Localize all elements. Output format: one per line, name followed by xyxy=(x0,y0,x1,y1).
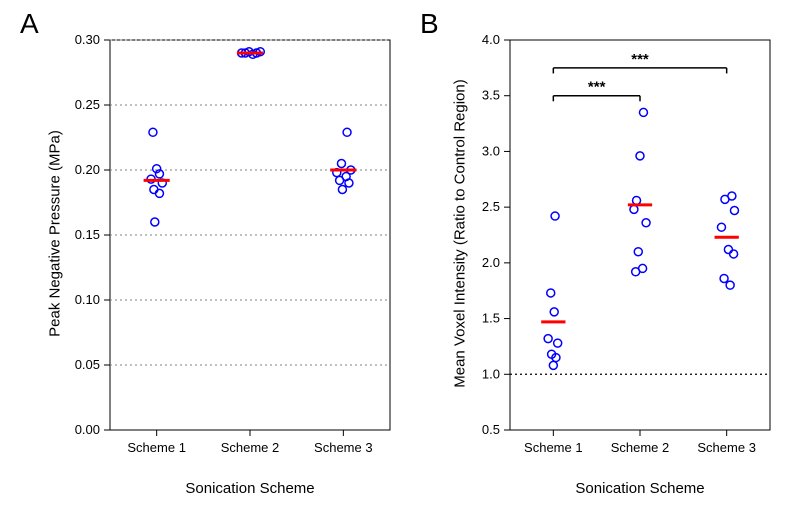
data-point xyxy=(549,361,557,369)
sig-label: *** xyxy=(631,51,649,68)
data-point xyxy=(554,339,562,347)
ytick-label: 1.5 xyxy=(482,311,500,326)
data-point xyxy=(550,308,558,316)
data-point xyxy=(551,212,559,220)
data-point xyxy=(717,223,725,231)
data-point xyxy=(343,128,351,136)
data-point xyxy=(634,248,642,256)
data-point xyxy=(155,189,163,197)
xtick-label: Scheme 2 xyxy=(611,440,670,455)
ytick-label: 0.5 xyxy=(482,422,500,437)
data-point xyxy=(547,289,555,297)
ytick-label: 4.0 xyxy=(482,32,500,47)
ytick-label: 0.15 xyxy=(75,227,100,242)
data-point xyxy=(730,250,738,258)
ytick-label: 3.0 xyxy=(482,143,500,158)
data-point xyxy=(721,195,729,203)
xtick-label: Scheme 1 xyxy=(127,440,186,455)
data-point xyxy=(338,186,346,194)
data-point xyxy=(724,245,732,253)
data-point xyxy=(639,108,647,116)
data-point xyxy=(337,160,345,168)
plot-canvas: 0.00 0.05 0.10 0.15 0.20 0.25 0.30 Scheme 1 Sche… xyxy=(0,0,790,518)
ytick-label: 0.25 xyxy=(75,97,100,112)
ytick-label: 3.5 xyxy=(482,88,500,103)
sig-label: *** xyxy=(588,79,606,96)
data-point xyxy=(151,218,159,226)
ytick-label: 0.10 xyxy=(75,292,100,307)
xtick-label: Scheme 3 xyxy=(697,440,756,455)
data-point xyxy=(544,335,552,343)
data-point xyxy=(726,281,734,289)
data-point xyxy=(633,196,641,204)
ytick-label: 0.05 xyxy=(75,357,100,372)
data-point xyxy=(149,128,157,136)
ytick-label: 0.20 xyxy=(75,162,100,177)
ytick-label: 2.5 xyxy=(482,199,500,214)
data-point xyxy=(630,205,638,213)
xtick-label: Scheme 1 xyxy=(524,440,583,455)
data-point xyxy=(720,274,728,282)
ytick-label: 0.30 xyxy=(75,32,100,47)
ytick-label: 1.0 xyxy=(482,366,500,381)
data-point xyxy=(636,152,644,160)
xtick-label: Scheme 3 xyxy=(314,440,373,455)
data-point xyxy=(150,186,158,194)
xtick-label: Scheme 2 xyxy=(221,440,280,455)
data-point xyxy=(642,219,650,227)
data-point xyxy=(336,176,344,184)
ytick-label: 2.0 xyxy=(482,255,500,270)
data-point xyxy=(632,268,640,276)
data-point xyxy=(730,206,738,214)
ytick-label: 0.00 xyxy=(75,422,100,437)
